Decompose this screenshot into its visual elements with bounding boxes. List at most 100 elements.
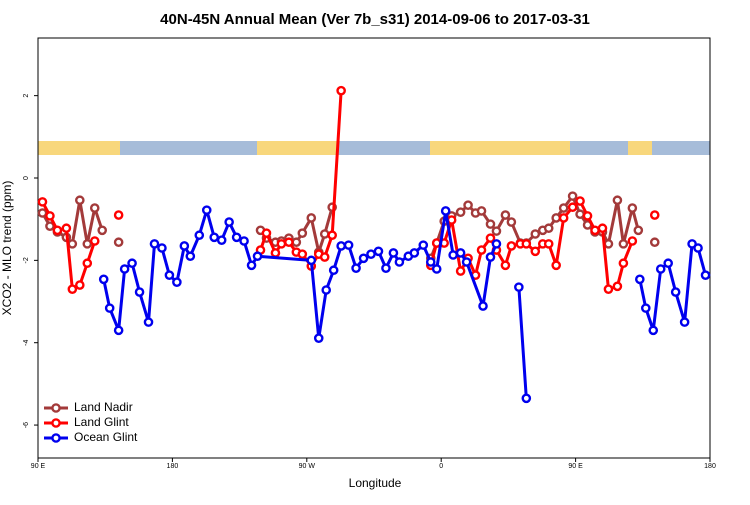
y-tick-label: -6	[23, 422, 30, 428]
data-point	[485, 252, 496, 262]
data-point	[134, 287, 145, 297]
data-point	[448, 250, 458, 260]
data-point	[618, 258, 629, 269]
data-point	[530, 229, 541, 239]
data-point	[521, 393, 532, 404]
data-point	[319, 252, 330, 262]
data-point	[440, 206, 451, 216]
data-point	[185, 251, 196, 262]
data-point	[172, 277, 182, 287]
data-point	[455, 207, 466, 217]
data-point	[618, 239, 629, 249]
data-point	[476, 206, 487, 216]
x-tick-label: 90 E	[568, 463, 583, 470]
data-point	[276, 239, 287, 249]
land-ocean-band	[38, 141, 710, 155]
data-point	[649, 210, 660, 220]
plot-frame	[37, 37, 711, 459]
data-point	[500, 260, 511, 271]
data-point	[45, 221, 55, 231]
data-point	[366, 249, 376, 259]
data-point	[67, 284, 78, 294]
y-axis-label: XCO2 - MLO trend (ppm)	[0, 181, 14, 316]
data-point	[37, 197, 48, 207]
legend-label: Ocean Glint	[74, 430, 138, 444]
data-point	[164, 270, 175, 280]
legend-label: Land Glint	[74, 415, 129, 429]
data-point	[491, 226, 502, 236]
data-point	[246, 260, 257, 271]
land-band	[38, 141, 120, 155]
data-point	[104, 303, 115, 313]
data-point	[179, 241, 190, 251]
data-point	[270, 248, 281, 258]
x-tick-label: 90 E	[31, 463, 46, 470]
data-point	[514, 282, 524, 292]
data-point	[603, 284, 614, 294]
data-point	[551, 260, 561, 271]
data-point	[461, 257, 472, 267]
data-point	[394, 257, 405, 267]
data-point	[463, 200, 473, 210]
data-point	[567, 202, 578, 213]
data-point	[500, 210, 511, 220]
data-point	[328, 265, 339, 276]
data-point	[336, 85, 346, 96]
data-point	[252, 251, 263, 262]
data-point	[543, 239, 554, 249]
data-point	[194, 230, 205, 241]
data-point	[551, 213, 561, 223]
data-point	[635, 274, 645, 285]
data-point	[640, 303, 651, 313]
data-point	[506, 217, 517, 227]
x-axis-label: Longitude	[349, 476, 402, 490]
data-point	[603, 239, 614, 249]
data-point	[327, 230, 337, 241]
data-point	[485, 233, 496, 243]
data-point	[61, 223, 72, 234]
data-point	[297, 228, 308, 238]
data-point	[418, 240, 429, 250]
data-point	[149, 239, 160, 249]
data-point	[700, 270, 711, 280]
legend-marker	[51, 433, 61, 443]
data-point	[52, 225, 63, 236]
data-point	[521, 239, 532, 249]
data-point	[313, 333, 324, 343]
data-point	[127, 258, 137, 269]
x-tick-label: 180	[704, 463, 716, 470]
data-point	[409, 248, 420, 258]
data-point	[216, 235, 227, 245]
data-point	[113, 325, 124, 336]
data-point	[45, 211, 55, 221]
data-point	[655, 264, 666, 274]
data-point	[612, 281, 623, 292]
data-point	[201, 205, 212, 215]
data-point	[575, 209, 585, 220]
data-point	[358, 253, 369, 264]
data-point	[231, 232, 242, 243]
data-point	[89, 236, 100, 246]
data-point	[321, 285, 332, 295]
data-point	[627, 203, 638, 213]
ocean-band	[38, 141, 710, 155]
data-point	[291, 237, 302, 248]
data-point	[75, 280, 85, 290]
data-point	[97, 225, 108, 236]
data-point	[558, 203, 569, 213]
data-point	[633, 225, 644, 236]
data-point	[336, 241, 346, 251]
data-point	[143, 317, 154, 327]
chart-title: 40N-45N Annual Mean (Ver 7b_s31) 2014-09…	[160, 11, 590, 28]
y-tick-label: 0	[23, 176, 30, 180]
data-point	[597, 223, 608, 234]
data-point	[297, 249, 308, 259]
data-point	[67, 239, 78, 249]
data-point	[239, 236, 249, 246]
data-point	[455, 266, 466, 276]
data-point	[663, 258, 673, 269]
data-point	[381, 263, 391, 273]
data-point	[284, 237, 294, 248]
data-point	[119, 264, 130, 274]
data-point	[261, 228, 272, 238]
